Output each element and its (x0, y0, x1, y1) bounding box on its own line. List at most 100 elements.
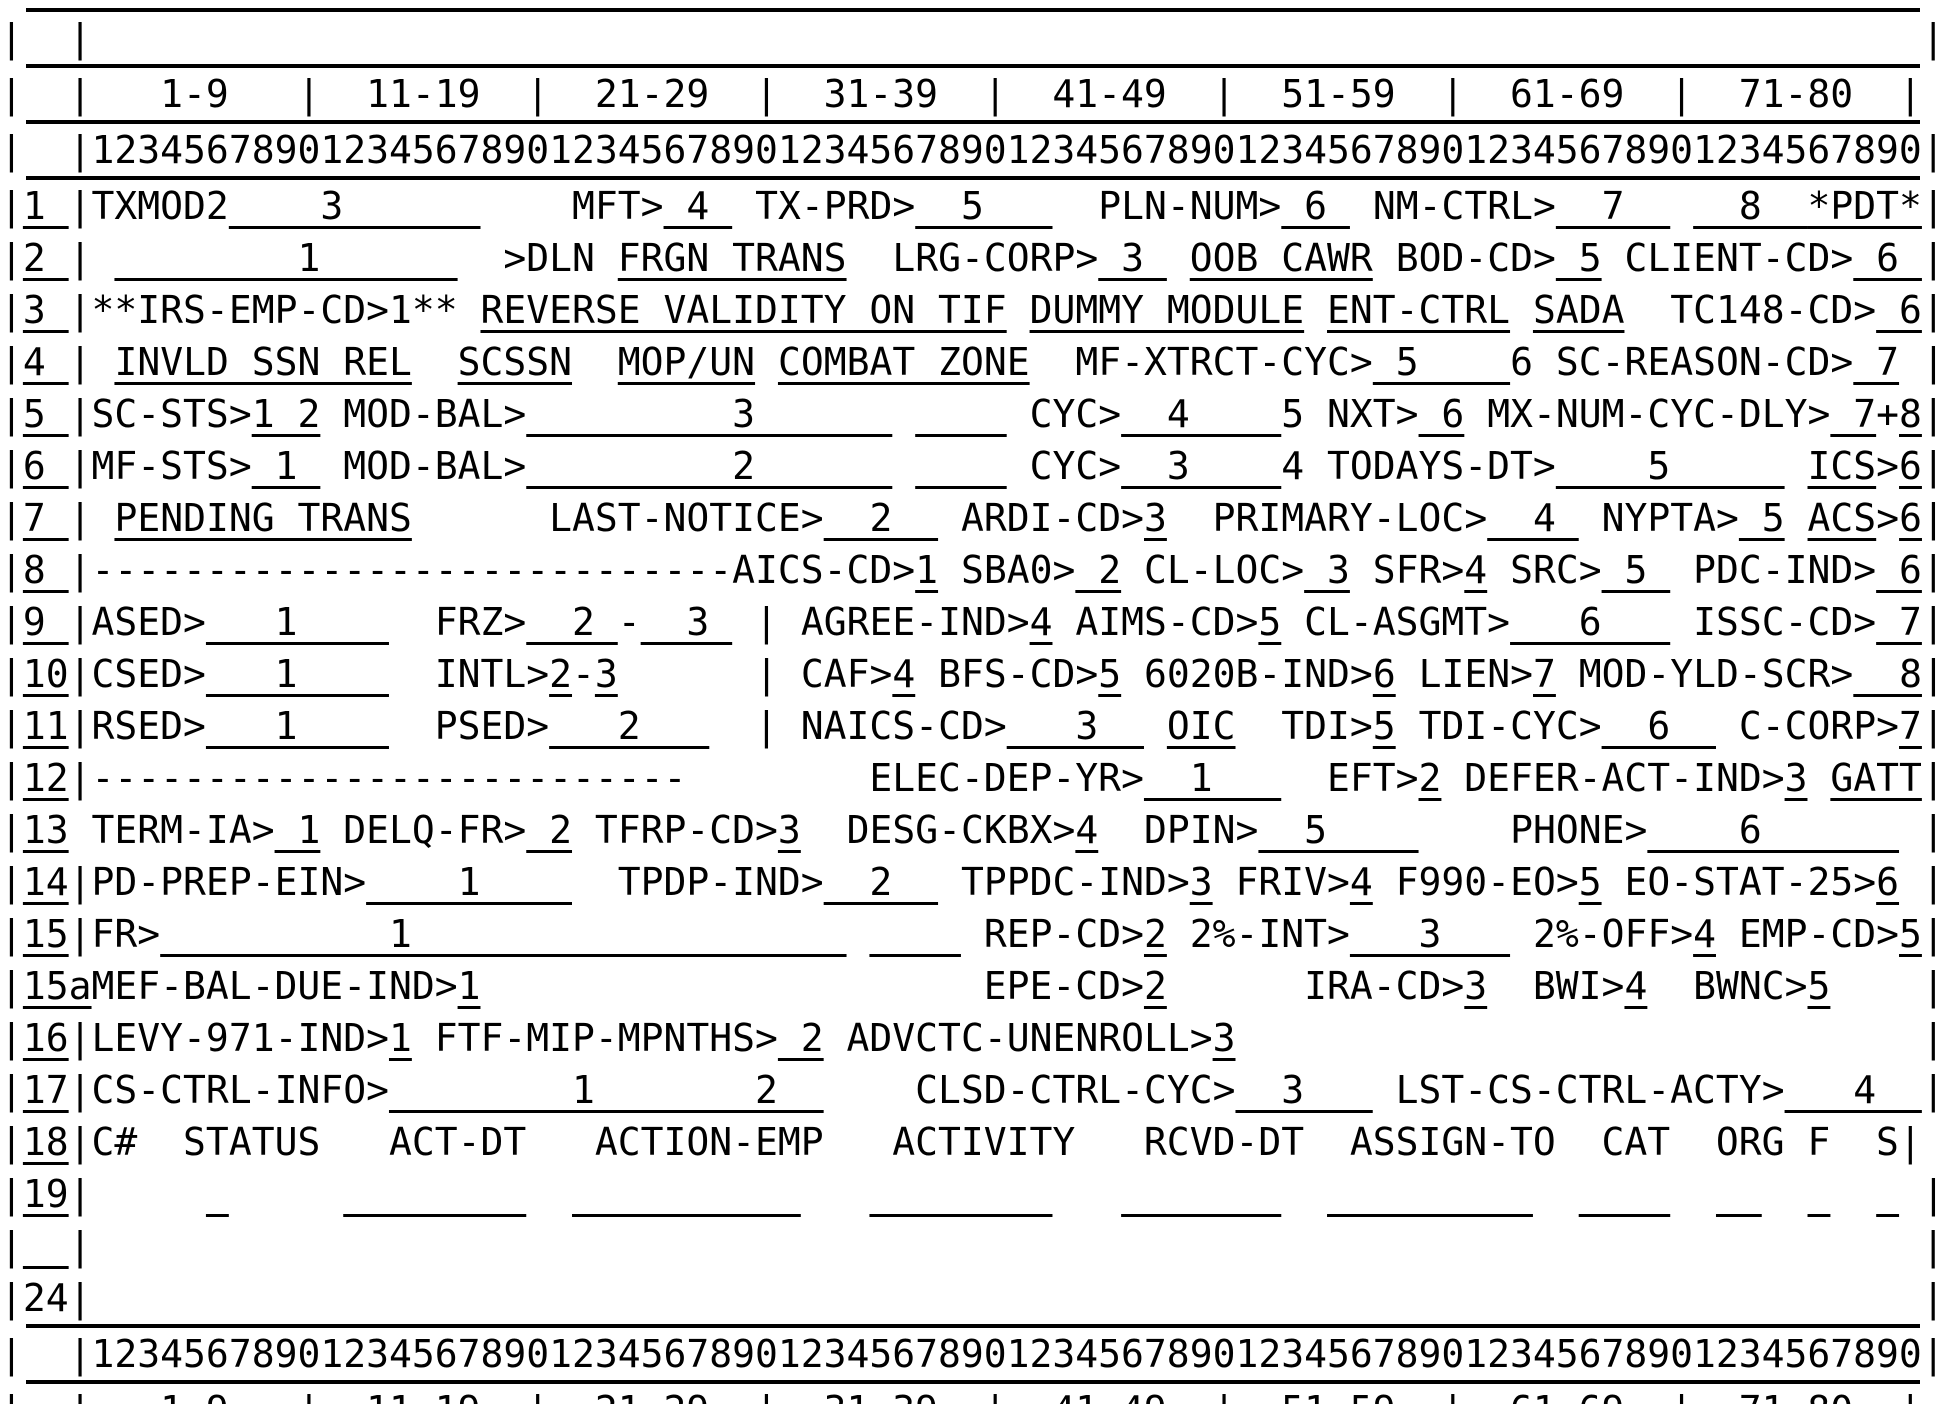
field-link[interactable]: 5 (1738, 496, 1785, 540)
field-link[interactable]: 3 (228, 184, 481, 228)
field-link[interactable]: 1 2 (388, 1068, 824, 1112)
field-link[interactable]: 1 (205, 704, 389, 748)
field-link[interactable]: 3 (1144, 496, 1167, 540)
row-number-link[interactable]: 19 (22, 1172, 69, 1216)
row-number-link[interactable] (23, 1224, 69, 1268)
field-link[interactable]: ICS (1807, 444, 1877, 488)
field-link[interactable]: 3 (1121, 444, 1282, 488)
field-link[interactable]: 7 (1533, 652, 1556, 696)
field-link[interactable]: 2 (1143, 964, 1167, 1008)
field-link[interactable] (869, 912, 961, 956)
field-link[interactable]: 1 (388, 1016, 412, 1060)
field-link[interactable]: 5 (1807, 964, 1831, 1008)
field-link[interactable]: 5 (1601, 548, 1671, 592)
field-link[interactable]: 3 (1784, 756, 1808, 800)
field-link[interactable] (915, 392, 1007, 436)
field-link[interactable] (1327, 1172, 1533, 1216)
row-number-link[interactable]: 4 (22, 340, 69, 384)
field-link[interactable]: 4 (1349, 860, 1373, 904)
field-link[interactable]: 1 (114, 236, 458, 280)
field-link[interactable]: 4 (1487, 496, 1579, 540)
field-link[interactable]: 5 (1372, 340, 1511, 384)
field-link[interactable]: 6 (1647, 808, 1900, 852)
field-link[interactable] (869, 1172, 1052, 1216)
field-link[interactable]: DUMMY MODULE (1029, 288, 1305, 332)
field-link[interactable]: 1 (1143, 756, 1282, 800)
row-number-link[interactable]: 5 (22, 392, 69, 436)
field-link[interactable]: 2 (526, 444, 893, 488)
field-link[interactable]: 8 (1853, 652, 1922, 696)
field-link[interactable] (343, 1172, 526, 1216)
field-link[interactable]: MOP/UN (617, 340, 756, 384)
field-link[interactable]: PENDING TRANS (114, 496, 412, 540)
field-link[interactable]: 1 (366, 860, 572, 904)
field-link[interactable]: 3 (1464, 964, 1488, 1008)
row-number-link[interactable]: 18 (22, 1120, 69, 1164)
field-link[interactable]: 6 (1510, 600, 1671, 644)
field-link[interactable]: 3 (1189, 860, 1213, 904)
field-link[interactable]: 1 (160, 912, 847, 956)
field-link[interactable]: 3 (1304, 548, 1350, 592)
field-link[interactable]: 8 (1899, 392, 1922, 436)
field-link[interactable]: 6 (1372, 652, 1396, 696)
field-link[interactable]: 7 (1899, 704, 1922, 748)
field-link[interactable]: INVLD SSN REL (114, 340, 412, 384)
field-link[interactable]: *PDT* (1807, 184, 1922, 228)
field-link[interactable]: 5 (915, 184, 1053, 228)
field-link[interactable]: 3 (777, 808, 801, 852)
field-link[interactable]: 2 (526, 808, 573, 852)
field-link[interactable] (1121, 1172, 1281, 1216)
field-link[interactable]: 6 (1418, 392, 1465, 436)
field-link[interactable]: 8 (1693, 184, 1808, 228)
row-number-link[interactable]: 7 (22, 496, 69, 540)
field-link[interactable]: 5 (1578, 860, 1602, 904)
field-link[interactable]: 1 (205, 652, 389, 696)
field-link[interactable]: 6 (1853, 236, 1922, 280)
field-link[interactable]: 5 (1098, 652, 1122, 696)
field-link[interactable]: 2 (549, 704, 710, 748)
row-number-link[interactable]: 15a (22, 964, 92, 1008)
field-link[interactable]: 5 (1372, 704, 1396, 748)
field-link[interactable]: 1 (205, 600, 389, 644)
field-link[interactable]: 4 (1784, 1068, 1922, 1112)
field-link[interactable]: 2 (1075, 548, 1122, 592)
field-link[interactable]: COMBAT ZONE (777, 340, 1030, 384)
field-link[interactable] (1808, 1172, 1831, 1216)
field-link[interactable]: 4 (1693, 912, 1716, 956)
field-link[interactable]: 4 (1624, 964, 1648, 1008)
field-link[interactable]: 5 (1258, 600, 1282, 644)
field-link[interactable]: 4 (1121, 392, 1282, 436)
row-number-link[interactable]: 3 (22, 288, 69, 332)
field-link[interactable]: 3 (594, 652, 618, 696)
row-number-link[interactable]: 9 (22, 600, 69, 644)
row-number-link[interactable]: 17 (22, 1068, 69, 1112)
field-link[interactable]: 1 (457, 964, 481, 1008)
field-link[interactable]: 1 (251, 444, 321, 488)
field-link[interactable]: 3 (526, 392, 893, 436)
field-link[interactable]: 2 (777, 1016, 824, 1060)
field-link[interactable] (1579, 1172, 1671, 1216)
field-link[interactable]: 7 (1853, 340, 1900, 384)
field-link[interactable]: 3 (1235, 1068, 1373, 1112)
field-link[interactable]: 5 (1258, 808, 1419, 852)
field-link[interactable]: 1 2 (251, 392, 321, 436)
row-number-link[interactable]: 11 (22, 704, 69, 748)
row-number-link[interactable]: 10 (22, 652, 69, 696)
field-link[interactable]: 6 (1899, 444, 1922, 488)
field-link[interactable] (1876, 1172, 1899, 1216)
row-number-link[interactable]: 13 (22, 808, 69, 852)
field-link[interactable]: 6 (1876, 288, 1922, 332)
row-number-link[interactable]: 15 (22, 912, 69, 956)
row-number-link[interactable]: 16 (22, 1016, 69, 1060)
field-link[interactable]: 2 (549, 652, 573, 696)
field-link[interactable]: 7 (1876, 600, 1922, 644)
row-number-link[interactable]: 6 (22, 444, 69, 488)
field-link[interactable]: 7 (1830, 392, 1877, 436)
field-link[interactable]: 7 (1555, 184, 1671, 228)
field-link[interactable]: 4 (1464, 548, 1488, 592)
field-link[interactable]: ACS (1807, 496, 1877, 540)
field-link[interactable] (1716, 1172, 1762, 1216)
field-link[interactable]: REVERSE VALIDITY ON TIF (480, 288, 1007, 332)
field-link[interactable]: 2 (526, 600, 618, 644)
field-link[interactable]: OOB CAWR (1189, 236, 1373, 280)
